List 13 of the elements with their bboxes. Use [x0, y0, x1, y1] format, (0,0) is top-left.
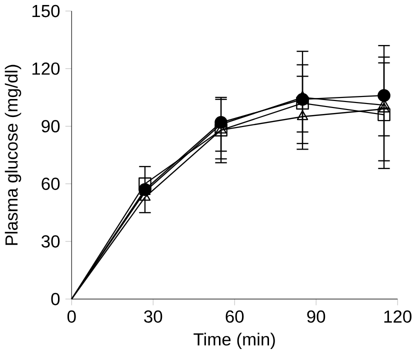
y-tick-label: 30	[42, 235, 60, 248]
x-tick-label: 90	[307, 310, 326, 323]
x-tick-label: 120	[384, 310, 412, 323]
y-tick-label: 60	[42, 178, 60, 190]
y-tick-label: 0	[51, 292, 60, 306]
y-tick-label: 150	[32, 4, 60, 18]
y-axis-title: Plasma glucose (mg/dl)	[4, 64, 22, 245]
x-tick-label: 60	[226, 310, 244, 323]
x-tick-label: 30	[144, 310, 162, 323]
x-tick-label: 0	[67, 310, 76, 323]
y-tick-label: 120	[32, 62, 60, 75]
y-tick-label: 90	[42, 120, 60, 132]
x-axis-title: Time (min)	[194, 332, 275, 350]
